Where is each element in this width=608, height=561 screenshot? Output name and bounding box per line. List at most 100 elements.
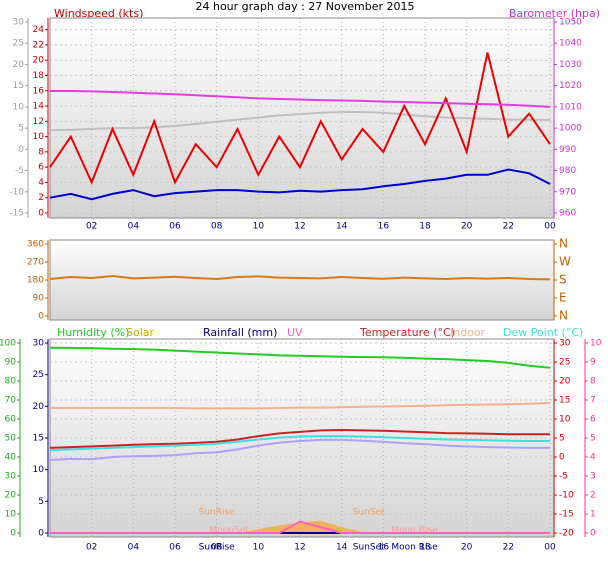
y-tick-label: 8 [590, 377, 596, 387]
y-tick-label: 20 [13, 60, 25, 70]
y-tick-label: 90 [5, 358, 17, 368]
y-tick-label: 60 [5, 415, 17, 425]
legend-entry: Rainfall (mm) [203, 326, 277, 339]
y-tick-label: 0 [10, 529, 16, 539]
x-tick-label: 22 [503, 222, 514, 232]
x-tick-label: 18 [419, 222, 431, 232]
legend-entry: Temperature (°C) [359, 326, 455, 339]
event-label: SunSet [353, 508, 385, 518]
y-tick-label: 10 [13, 102, 25, 112]
x-tick-label: 20 [461, 543, 473, 553]
y-tick-label: 25 [559, 358, 570, 368]
axis-event-label: SunRise [199, 543, 236, 553]
y-tick-label: 25 [33, 370, 44, 380]
y-tick-label: -10 [9, 187, 24, 197]
y-tick-label: 15 [13, 81, 24, 91]
y-tick-label: 50 [5, 434, 17, 444]
y-tick-label: 15 [33, 434, 44, 444]
y-tick-label: -15 [9, 209, 24, 219]
y-tick-label: 30 [5, 472, 17, 482]
axis-event-label: SunSet [353, 543, 385, 553]
y-tick-label: 5 [559, 434, 565, 444]
y-tick-label: 0 [38, 209, 44, 219]
y-tick-label: -15 [559, 510, 574, 520]
y-tick-label: 360 [27, 240, 44, 250]
y-tick-label: 14 [33, 102, 45, 112]
series-line [49, 52, 551, 185]
y-tick-label: 2 [590, 491, 596, 501]
series-line [49, 346, 551, 369]
y-tick-label: 20 [33, 56, 45, 66]
x-tick-label: 12 [294, 222, 305, 232]
legend-entry: Indoor [450, 326, 486, 339]
y-tick-label: 970 [559, 187, 576, 197]
x-tick-label: 00 [544, 543, 556, 553]
y-tick-label: 20 [33, 402, 45, 412]
y-tick-label: 1020 [559, 81, 582, 91]
y-tick-label: 7 [590, 396, 596, 406]
plot-area [49, 239, 555, 321]
y-tick-label: N [559, 237, 568, 251]
y-tick-label: 3 [590, 472, 596, 482]
y-tick-label: 180 [27, 276, 44, 286]
y-tick-label: 980 [559, 166, 576, 176]
x-tick-label: 18 [419, 543, 431, 553]
y-tick-label: 270 [27, 258, 44, 268]
series-line [49, 168, 551, 201]
y-tick-label: 1040 [559, 39, 582, 49]
y-tick-label: 16 [33, 86, 45, 96]
legend-entry: Humidity (%) [57, 326, 129, 339]
y-tick-label: 6 [38, 163, 44, 173]
series-line [49, 438, 550, 461]
event-label: MoonSet [210, 526, 250, 536]
x-tick-label: 04 [128, 543, 140, 553]
page-title: 24 hour graph day : 27 November 2015 [195, 0, 414, 13]
y-tick-label: 30 [559, 339, 571, 349]
y-tick-label: 0 [559, 453, 565, 463]
series-line [49, 274, 551, 281]
series-line [50, 90, 551, 108]
series-line [49, 111, 551, 132]
y-tick-label: 1010 [559, 102, 582, 112]
y-tick-label: -5 [15, 166, 24, 176]
y-tick-label: 1000 [559, 124, 582, 134]
y-tick-label: 10 [590, 339, 602, 349]
y-tick-label: 100 [0, 339, 16, 349]
y-tick-label: 9 [590, 358, 596, 368]
y-tick-label: E [559, 291, 567, 305]
x-tick-label: 06 [169, 543, 181, 553]
y-tick-label: 30 [13, 18, 25, 28]
event-label: SunRise [199, 508, 236, 518]
y-tick-label: 10 [33, 132, 45, 142]
y-tick-label: 10 [33, 465, 45, 475]
y-tick-label: 30 [33, 339, 45, 349]
y-tick-label: S [559, 273, 567, 287]
y-tick-label: 8 [38, 147, 44, 157]
y-tick-label: 5 [38, 497, 44, 507]
axis-event-label: Moon Rise [391, 543, 438, 553]
x-tick-label: 14 [336, 222, 348, 232]
y-tick-label: 10 [5, 510, 17, 520]
y-tick-label: 22 [33, 40, 44, 50]
x-tick-label: 08 [211, 222, 223, 232]
legend-entry: Solar [126, 326, 155, 339]
y-tick-label: 2 [38, 193, 44, 203]
x-tick-label: 16 [378, 222, 390, 232]
y-tick-label: 12 [33, 117, 44, 127]
series-line [49, 428, 550, 449]
y-tick-label: 90 [33, 294, 45, 304]
y-tick-label: 4 [590, 453, 596, 463]
legend-entry: UV [287, 326, 303, 339]
y-tick-label: 0 [590, 529, 596, 539]
x-tick-label: 16 [378, 543, 390, 553]
series-line [49, 435, 550, 452]
x-tick-label: 22 [503, 543, 514, 553]
x-tick-label: 08 [211, 543, 223, 553]
y-tick-label: 10 [559, 415, 571, 425]
x-tick-label: 10 [253, 222, 265, 232]
y-axis-title: Windspeed (kts) [54, 7, 143, 20]
x-tick-label: 14 [336, 543, 348, 553]
y-tick-label: 990 [559, 145, 576, 155]
x-tick-label: 10 [253, 543, 265, 553]
y-tick-label: -5 [559, 472, 568, 482]
